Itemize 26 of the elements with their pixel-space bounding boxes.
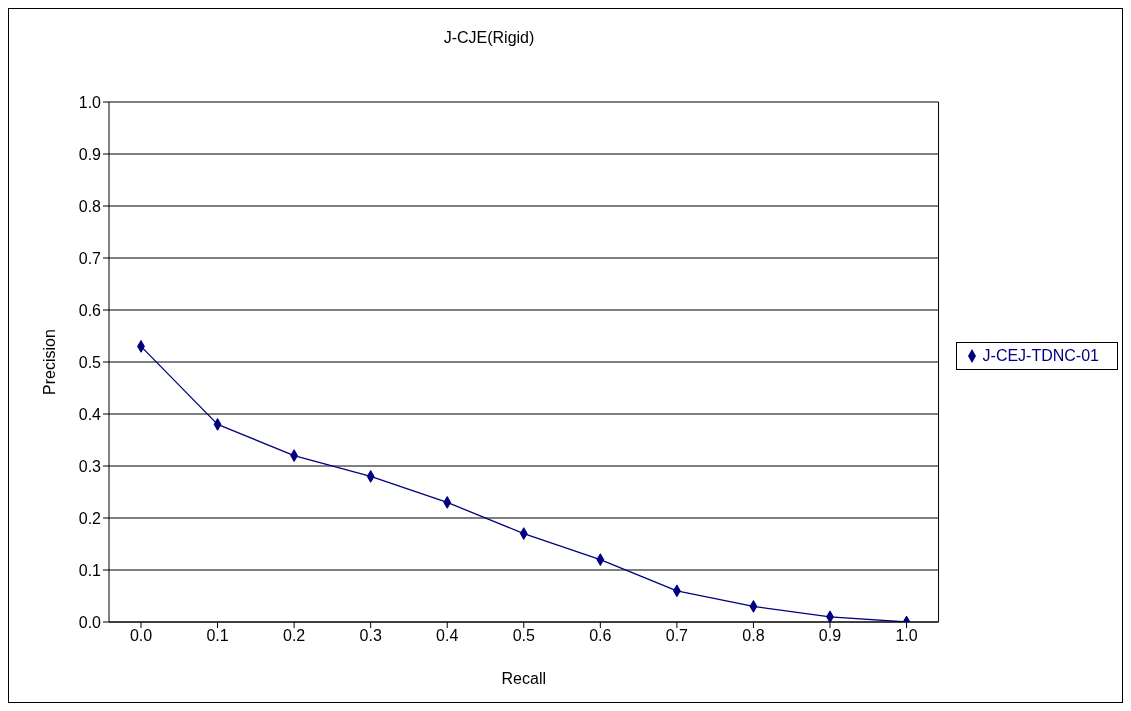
y-tick-label: 1.0 xyxy=(78,93,102,111)
y-tick-label: 0.5 xyxy=(78,353,102,371)
x-tick-label: 0.7 xyxy=(665,627,689,645)
y-tick-label: 0.2 xyxy=(78,509,102,527)
legend-label: J-CEJ-TDNC-01 xyxy=(982,346,1099,364)
x-tick-label: 0.2 xyxy=(282,627,306,645)
y-axis-title: Precision xyxy=(40,329,58,395)
x-tick-label: 0.6 xyxy=(589,627,612,645)
y-tick-label: 0.3 xyxy=(78,457,102,475)
x-tick-label: 0.4 xyxy=(436,627,459,645)
x-axis-title: Recall xyxy=(501,670,547,687)
x-tick-label: 0.8 xyxy=(742,627,765,645)
y-tick-label: 0.9 xyxy=(78,145,102,163)
y-tick-label: 0.7 xyxy=(78,249,102,267)
y-tick-label: 0.0 xyxy=(78,613,102,631)
x-tick-label: 0.1 xyxy=(206,627,229,645)
chart-title: J-CJE(Rigid) xyxy=(442,29,536,47)
x-tick-label: 0.0 xyxy=(129,627,153,645)
y-tick-label: 0.8 xyxy=(78,197,102,215)
x-tick-label: 1.0 xyxy=(895,627,918,645)
y-tick-label: 0.6 xyxy=(78,301,102,319)
y-tick-label: 0.4 xyxy=(78,405,102,423)
x-tick-label: 0.5 xyxy=(512,627,535,645)
x-tick-label: 0.9 xyxy=(818,627,842,645)
x-tick-label: 0.3 xyxy=(359,627,382,645)
y-tick-label: 0.1 xyxy=(78,561,102,579)
